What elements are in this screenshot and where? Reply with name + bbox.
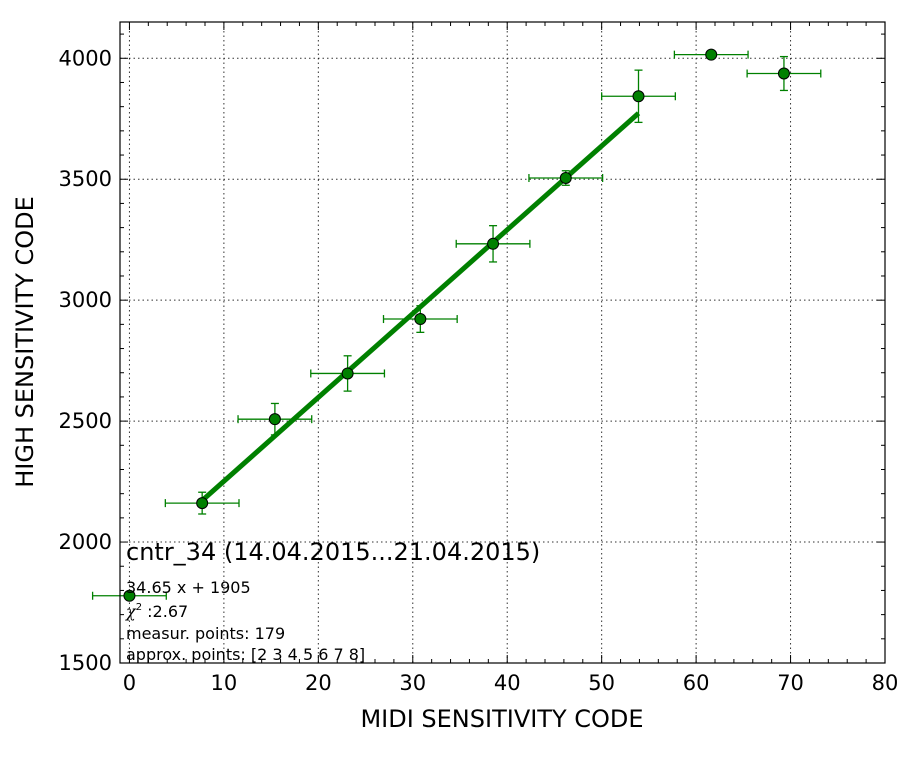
error-bars xyxy=(91,50,822,600)
y-axis-label: HIGH SENSITIVITY CODE xyxy=(11,196,39,488)
data-point xyxy=(414,313,427,326)
axis-ticks: 0 10 20 30 40 50 60 70 80 1500 2000 2500 3000 3500 400… xyxy=(59,22,899,695)
chi-squared-label: χ2 :2.67 xyxy=(125,602,188,621)
x-tick-label: 30 xyxy=(399,671,426,695)
y-tick-label: 2000 xyxy=(59,530,112,554)
y-tick-label: 1500 xyxy=(59,651,112,675)
x-axis-label: MIDI SENSITIVITY CODE xyxy=(360,705,643,733)
data-points xyxy=(123,48,790,602)
x-tick-label: 70 xyxy=(777,671,804,695)
x-tick-label: 80 xyxy=(872,671,899,695)
data-point xyxy=(777,67,790,80)
y-tick-label: 3000 xyxy=(59,288,112,312)
x-tick-label: 20 xyxy=(305,671,332,695)
measurement-points-label: measur. points: 179 xyxy=(126,624,285,643)
plot-frame xyxy=(119,21,886,664)
x-tick-label: 0 xyxy=(123,671,136,695)
data-point xyxy=(632,90,645,103)
approximation-points-label: approx. points: [2 3 4 5 6 7 8] xyxy=(126,645,365,664)
data-point xyxy=(487,237,500,250)
y-tick-label: 2500 xyxy=(59,409,112,433)
x-tick-label: 40 xyxy=(494,671,521,695)
x-tick-label: 50 xyxy=(588,671,615,695)
chi-exponent: 2 xyxy=(136,602,142,613)
y-tick-label: 3500 xyxy=(59,167,112,191)
y-tick-label: 4000 xyxy=(59,46,112,70)
chart-title: cntr_34 (14.04.2015...21.04.2015) xyxy=(126,538,540,566)
data-point xyxy=(559,172,572,185)
data-point xyxy=(123,589,136,602)
data-point xyxy=(705,48,718,61)
data-point xyxy=(268,413,281,426)
data-point xyxy=(196,497,209,510)
grid xyxy=(120,22,885,663)
data-point xyxy=(341,367,354,380)
fit-equation: 34.65 x + 1905 xyxy=(126,578,251,597)
x-tick-label: 60 xyxy=(683,671,710,695)
chi-symbol: χ xyxy=(125,602,137,621)
chi-value: :2.67 xyxy=(142,602,188,621)
x-tick-label: 10 xyxy=(211,671,238,695)
